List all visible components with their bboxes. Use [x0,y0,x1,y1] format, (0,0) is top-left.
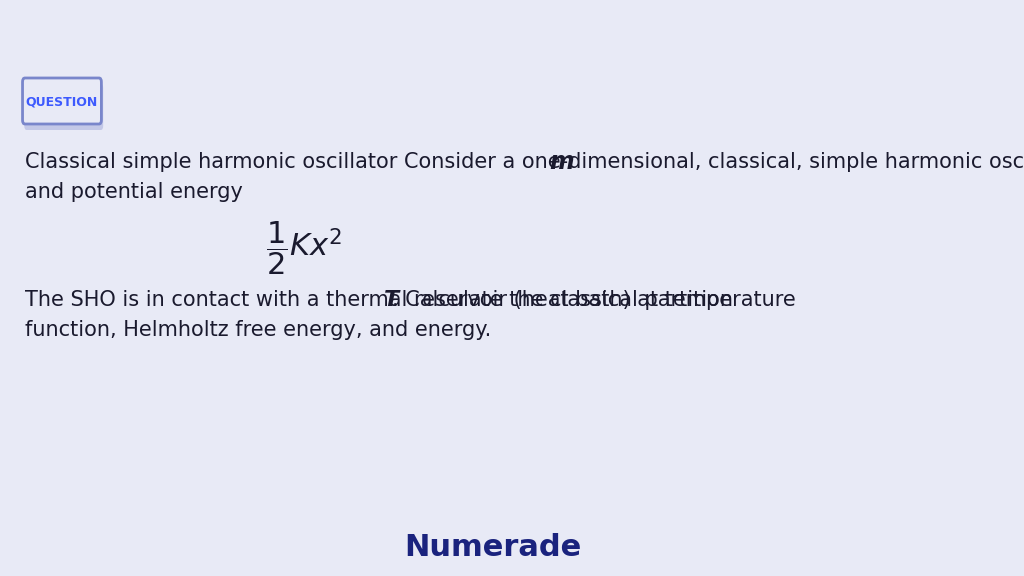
Text: The SHO is in contact with a thermal reservoir (heat bath) at temperature: The SHO is in contact with a thermal res… [25,290,802,310]
Text: T: T [384,290,398,310]
FancyBboxPatch shape [23,78,101,124]
Text: m: m [550,150,574,174]
Text: . Calculate the classical partition: . Calculate the classical partition [392,290,733,310]
Text: function, Helmholtz free energy, and energy.: function, Helmholtz free energy, and ene… [25,320,492,340]
FancyBboxPatch shape [25,84,103,130]
Text: and potential energy: and potential energy [25,182,243,202]
Text: Numerade: Numerade [403,533,581,563]
Text: $\dfrac{1}{2}Kx^{2}$: $\dfrac{1}{2}Kx^{2}$ [265,219,342,277]
Text: QUESTION: QUESTION [26,96,98,108]
Text: Classical simple harmonic oscillator Consider a one-dimensional, classical, simp: Classical simple harmonic oscillator Con… [25,152,1024,172]
